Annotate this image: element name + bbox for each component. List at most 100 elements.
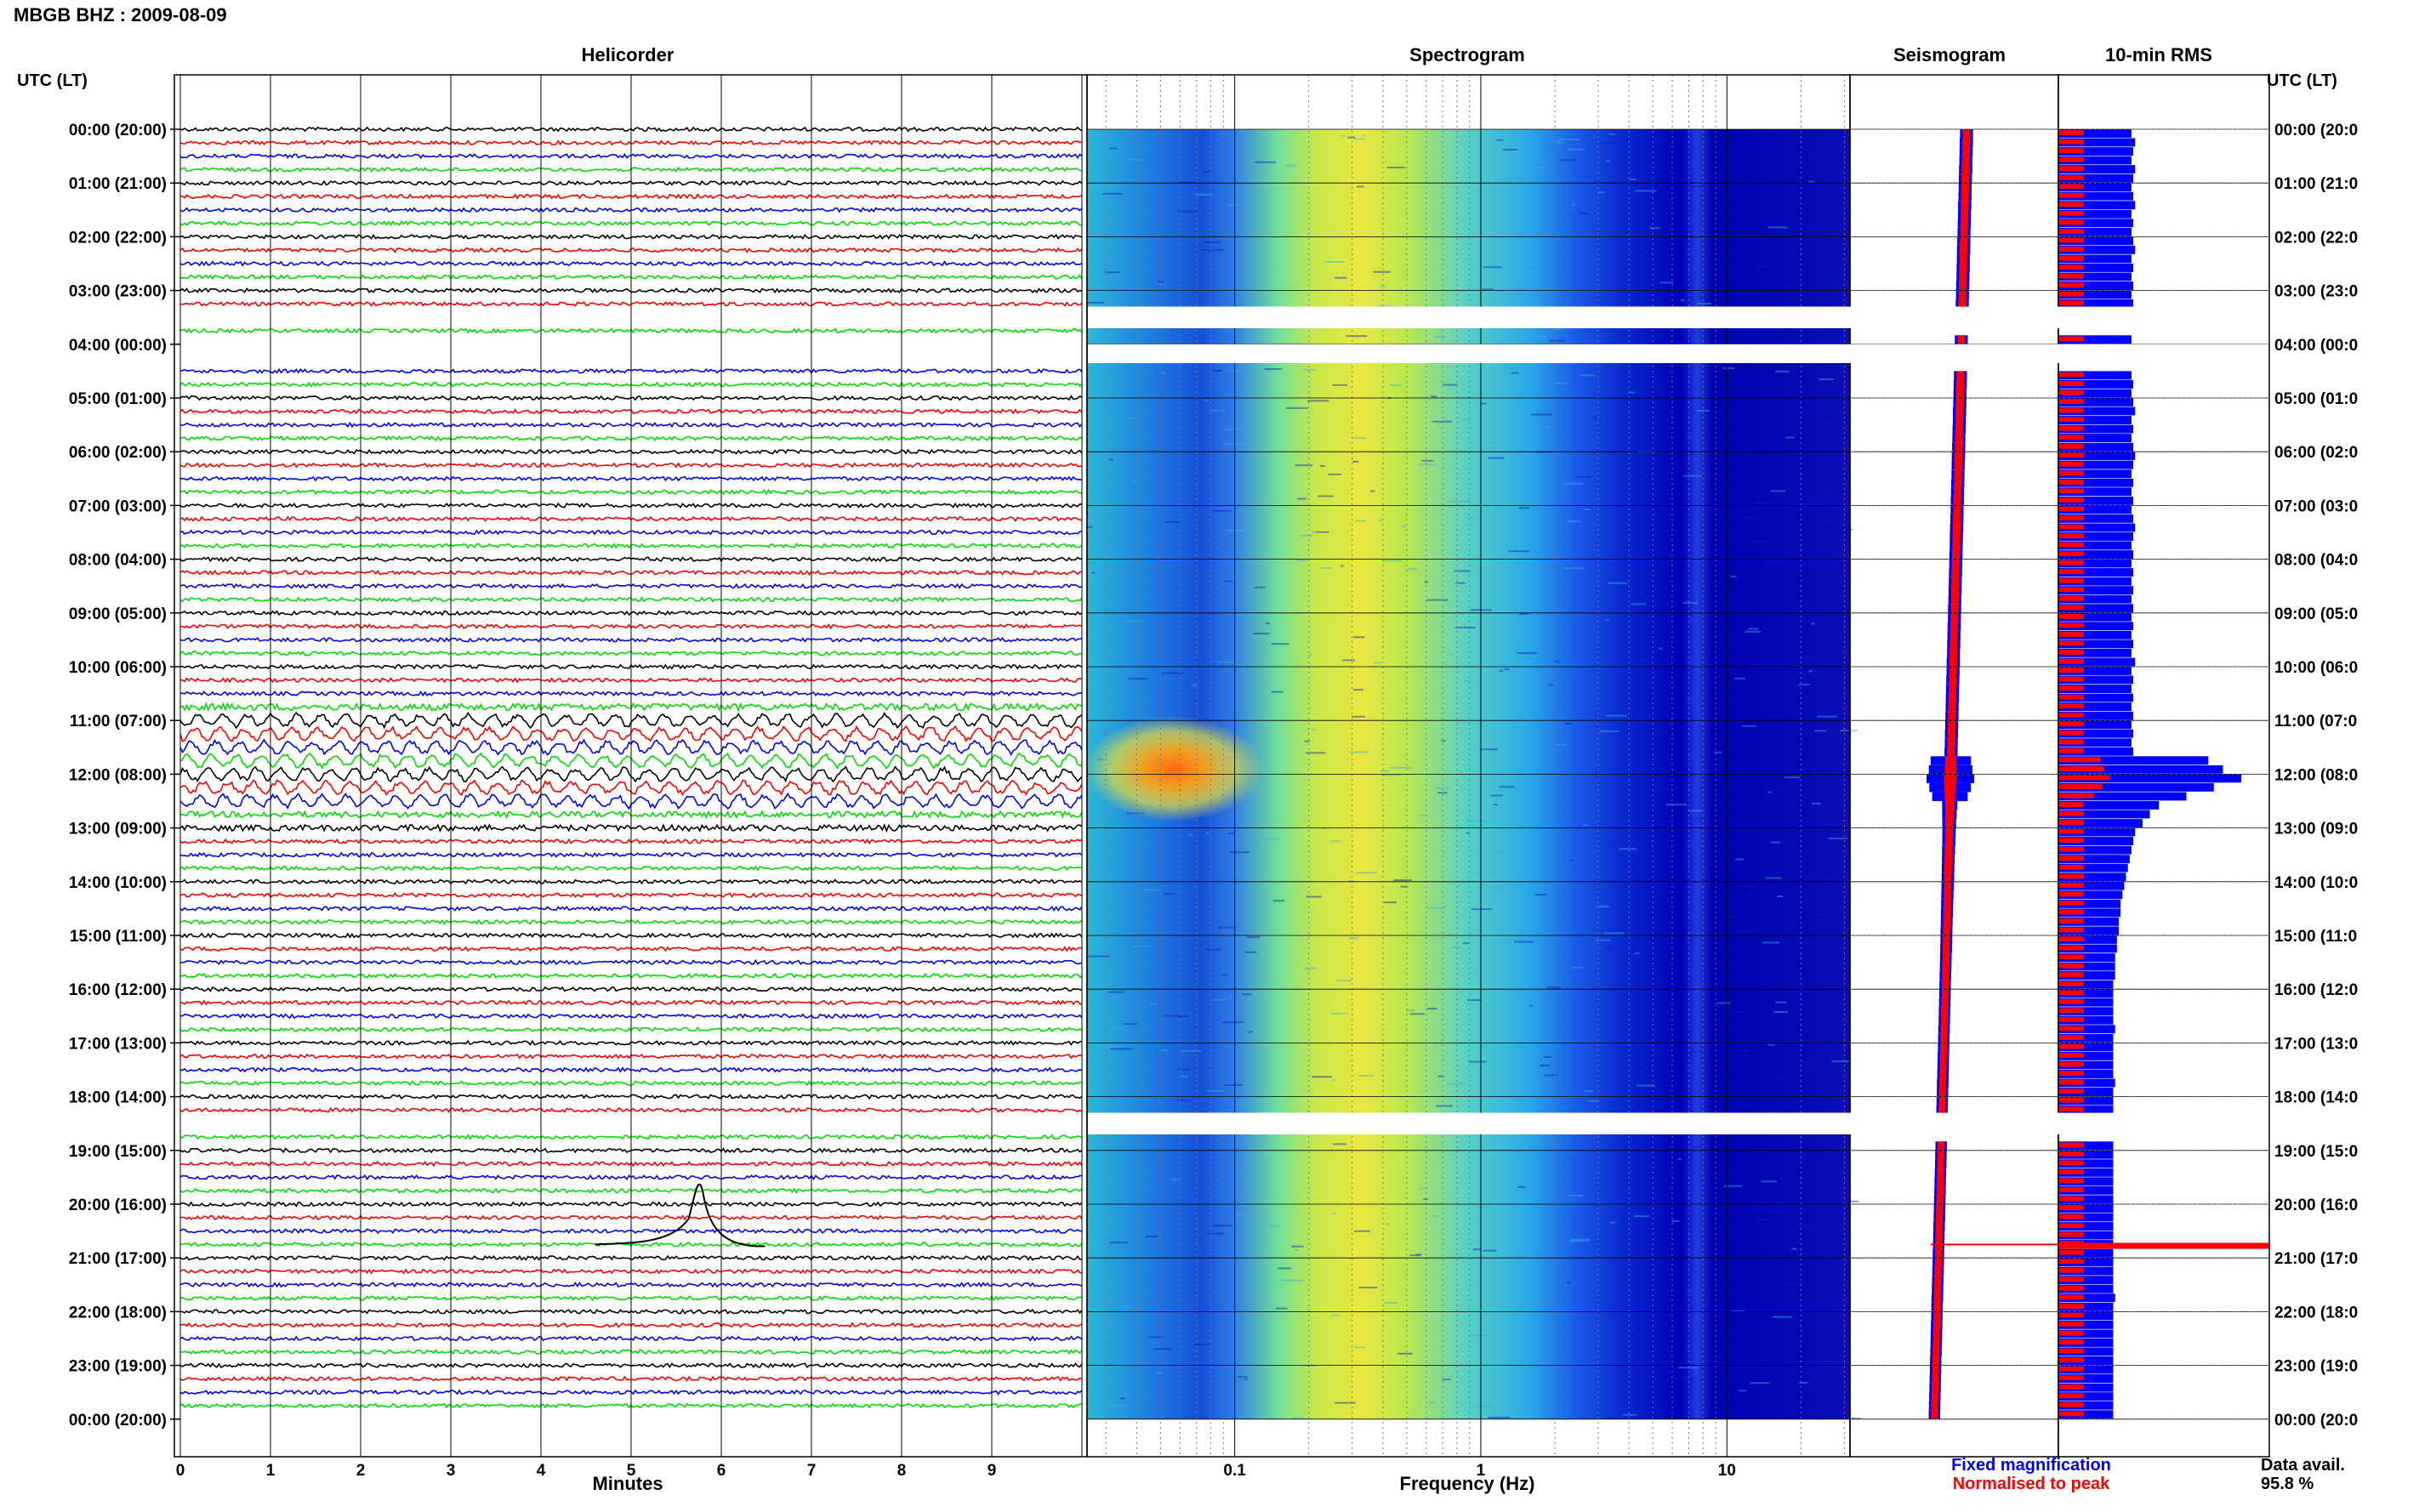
spectrogram-speckle [1649,227,1660,230]
time-label-right: 14:00 (10:0 [2274,874,2358,892]
spectrogram-speckle [1281,1279,1303,1282]
spectrogram-speckle [1332,1079,1336,1082]
rms-bar-normalised [2058,945,2084,951]
spectrogram-speckle [1140,1082,1145,1084]
seismogram-envelope-normalised [1959,254,1967,264]
spectrogram-speckle [1335,980,1352,982]
seismogram-envelope-normalised [1944,810,1954,819]
spectrogram-speckle [1549,339,1566,342]
seismogram-envelope-normalised [1947,729,1955,739]
rms-bar-fixed [2058,1374,2114,1383]
spectrogram-speckle [1834,759,1840,761]
spectrogram-speckle [1304,740,1310,742]
seismogram-envelope-normalised [1942,962,1949,972]
spectrogram-speckle [1105,271,1120,274]
spectrogram-speckle [1504,668,1510,671]
spectrogram-speckle [1350,751,1369,753]
seismogram-envelope-normalised [1937,1168,1944,1178]
seismogram-envelope-normalised [1948,711,1956,721]
spectrogram-speckle [1253,216,1263,219]
rms-bar-fixed [2058,1302,2114,1311]
spectrogram-speckle [1452,946,1460,948]
spectrogram-speckle [1331,1013,1348,1015]
spectrogram-speckle [1466,832,1471,834]
spectrogram-speckle [1722,367,1735,369]
spectrogram-speckle [1767,1043,1775,1046]
spectrogram-speckle [1606,946,1614,949]
spectrogram-speckle [1102,192,1123,195]
minute-tick-label: 2 [356,1462,366,1480]
rms-bar-fixed [2058,630,2132,639]
seismogram-envelope-normalised [1942,944,1950,953]
spectrogram-speckle [1217,926,1237,929]
seismogram-envelope-normalised [1933,1311,1941,1321]
spectrogram-speckle [1234,613,1253,616]
spectrogram-speckle [1479,748,1498,751]
rms-bar-normalised [2058,650,2084,655]
seismogram-envelope-normalised [1956,371,1965,380]
spectrogram-speckle [1177,1068,1190,1071]
spectrogram-speckle [1500,208,1506,211]
spectrogram-speckle [1591,417,1601,419]
rms-bar-normalised [2058,425,2084,431]
spectrogram-speckle [1817,804,1822,807]
spectrogram-speckle [1347,880,1355,883]
seismogram-envelope-normalised [1934,1258,1942,1267]
rms-bar-fixed [2058,774,2241,783]
spectrogram-speckle [1648,333,1664,335]
seismogram-envelope-normalised [1951,559,1960,569]
time-label-left: 07:00 (03:00) [69,497,167,515]
spectrogram-speckle [1633,509,1640,512]
seismogram-envelope-normalised [1939,1051,1947,1061]
time-label-right: 04:00 (00:0 [2274,337,2358,355]
time-label-left: 05:00 (01:00) [69,390,167,408]
spectrogram-speckle [1352,715,1366,718]
rms-bar-fixed [2058,398,2134,406]
rms-bar-normalised [2058,963,2084,969]
minutes-axis-label: Minutes [592,1473,663,1494]
rms-bar-fixed [2058,1043,2114,1052]
spectrogram-speckle [1145,1236,1158,1238]
rms-bar-normalised [2058,336,2084,342]
rms-bar-normalised [2058,461,2084,467]
spectrogram-speckle [1331,1314,1340,1316]
rms-bar-normalised [2058,130,2084,135]
seismogram-envelope-normalised [1936,1185,1944,1196]
spectrogram-speckle [1121,1305,1131,1308]
spectrogram-speckle [1383,1301,1398,1304]
spectrogram-speckle [1407,568,1418,571]
time-label-right: 17:00 (13:0 [2274,1035,2358,1053]
spectrogram-speckle [1736,1329,1745,1332]
spectrogram-speckle [1320,566,1333,569]
rms-bar-fixed [2058,1168,2114,1177]
rms-bar-fixed [2058,657,2136,667]
spectrogram-speckle [1705,1005,1722,1007]
rms-bar-fixed [2058,1266,2114,1276]
rms-bar-normalised [2058,909,2084,915]
rms-bar-fixed [2058,416,2132,424]
spectrogram-speckle [1373,662,1381,664]
spectrogram-speckle [1454,570,1471,572]
time-label-left: 11:00 (07:00) [70,713,167,730]
spectrogram-speckle [1814,730,1827,732]
rms-bar-normalised [2058,247,2084,252]
spectrogram-speckle [1223,1084,1244,1087]
spectrogram-speckle [1545,426,1551,428]
spectrogram-speckle [1476,1207,1492,1209]
spectrogram-speckle [1193,1344,1210,1345]
spectrogram-speckle [1811,913,1828,916]
spectrogram-speckle [1546,986,1562,989]
rms-bar-normalised [2058,1196,2084,1202]
rms-bar-fixed [2058,738,2132,747]
rms-bar-normalised [2058,1169,2084,1174]
rms-bar-fixed [2058,1258,2114,1267]
spectrogram-speckle [1340,565,1345,567]
spectrogram-speckle [1579,213,1588,215]
rms-bar-fixed [2058,604,2134,613]
seismogram-envelope-normalised [1932,1374,1939,1384]
rms-bar-fixed [2058,272,2132,281]
spectrogram-speckle [1356,872,1377,874]
rms-bar-normalised [2058,148,2084,154]
rms-bar-fixed [2058,379,2134,389]
rms-bar-normalised [2058,685,2084,691]
